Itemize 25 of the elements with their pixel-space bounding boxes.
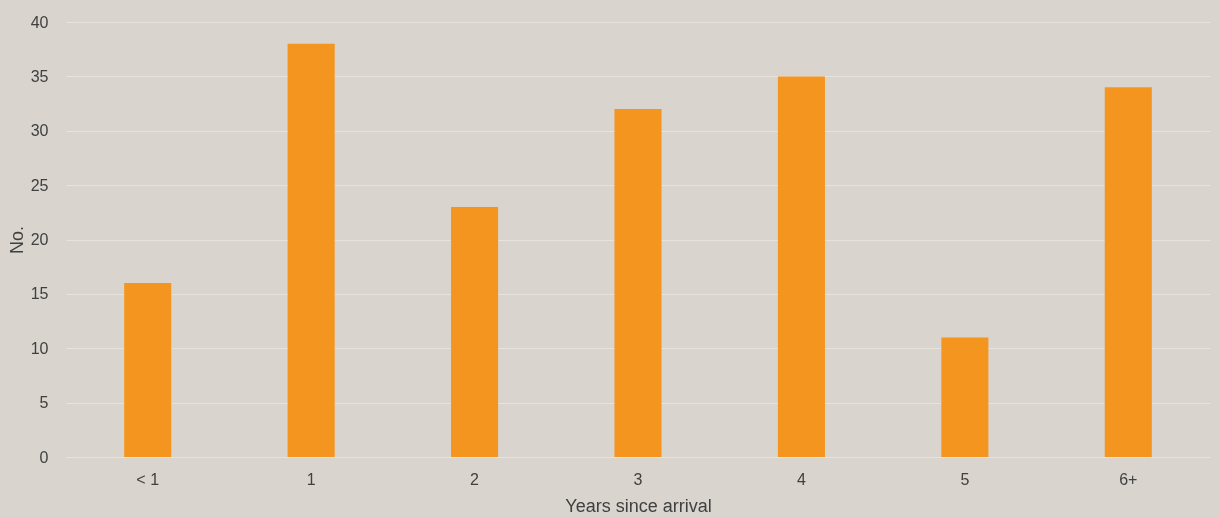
x-tick-label: 5 bbox=[960, 470, 970, 488]
y-tick-label: 5 bbox=[39, 394, 49, 412]
y-tick-label: 35 bbox=[30, 67, 49, 85]
y-tick-label: 10 bbox=[30, 339, 49, 357]
x-tick-label: < 1 bbox=[136, 470, 160, 488]
bar bbox=[1104, 87, 1152, 457]
y-tick-label: 40 bbox=[30, 13, 49, 31]
bar bbox=[614, 109, 662, 457]
y-axis-title: No. bbox=[6, 225, 27, 255]
x-tick-label: 2 bbox=[470, 470, 480, 488]
bar bbox=[941, 337, 989, 457]
y-tick-label: 30 bbox=[30, 122, 49, 140]
bar bbox=[777, 76, 825, 457]
bar bbox=[287, 43, 335, 457]
x-axis-title: Years since arrival bbox=[565, 495, 712, 516]
y-tick-label: 0 bbox=[39, 448, 49, 466]
bar bbox=[124, 283, 172, 457]
y-tick-label: 25 bbox=[30, 176, 49, 194]
x-tick-label: 1 bbox=[306, 470, 316, 488]
x-tick-label: 3 bbox=[633, 470, 643, 488]
bar bbox=[451, 206, 499, 457]
x-tick-label: 4 bbox=[796, 470, 806, 488]
x-tick-label: 6+ bbox=[1119, 470, 1138, 488]
y-tick-label: 15 bbox=[30, 285, 49, 303]
y-tick-label: 20 bbox=[30, 231, 49, 248]
